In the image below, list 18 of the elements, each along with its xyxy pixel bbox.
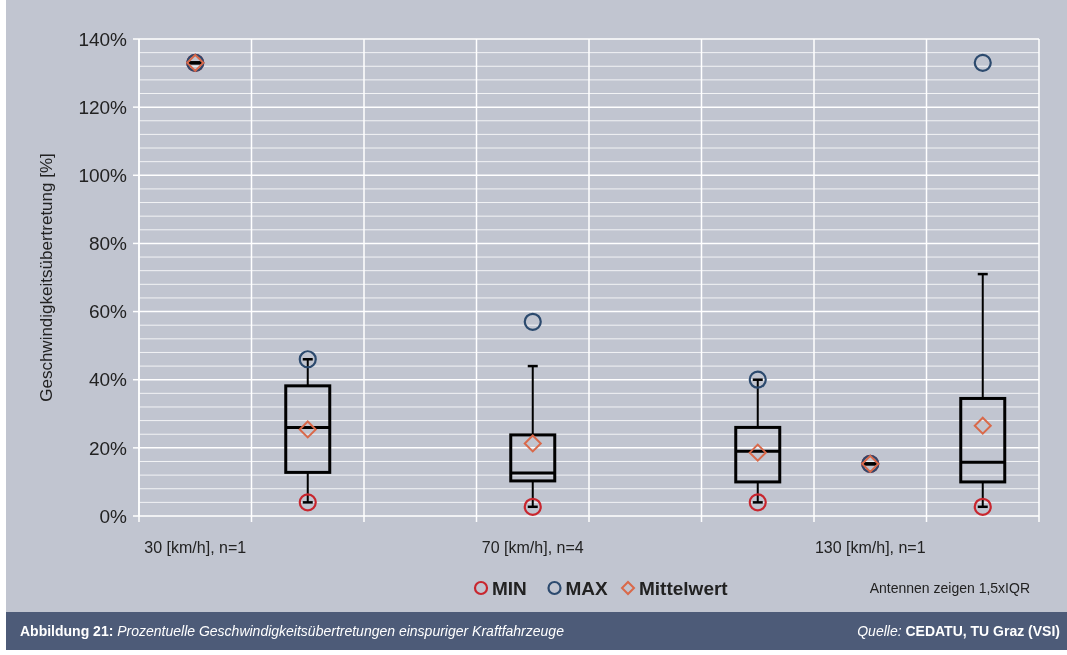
legend-label: MAX bbox=[565, 577, 609, 599]
y-tick-label: 120% bbox=[78, 96, 128, 118]
x-tick-label: 30 [km/h], n=1 bbox=[144, 539, 247, 556]
y-tick-label: 100% bbox=[78, 164, 128, 186]
text: Abbildung 21: Prozentuelle Geschwindigkeitsübertretungen einspuriger Kraftfahrzeuge bbox=[20, 622, 565, 639]
y-tick-label: 40% bbox=[88, 369, 128, 391]
source-note: Quelle: CEDATU, TU Graz (VSI) bbox=[857, 622, 1060, 639]
x-tick-label: 130 [km/h], n=1 bbox=[814, 539, 926, 556]
y-tick-label: 80% bbox=[88, 233, 128, 255]
y-tick-label: 140% bbox=[78, 28, 128, 50]
y-tick-label: 60% bbox=[88, 301, 128, 323]
y-axis-title: Geschwindigkeitsübertretung [%] bbox=[37, 153, 56, 402]
x-tick-label: 70 [km/h], n=4 bbox=[481, 539, 584, 556]
text: Antennen zeigen 1,5xIQR bbox=[869, 579, 1030, 596]
legend-label: Mittelwert bbox=[639, 577, 729, 599]
y-tick-label: 0% bbox=[99, 505, 128, 527]
y-tick-label: 20% bbox=[88, 437, 128, 459]
legend-label: MIN bbox=[492, 577, 527, 599]
